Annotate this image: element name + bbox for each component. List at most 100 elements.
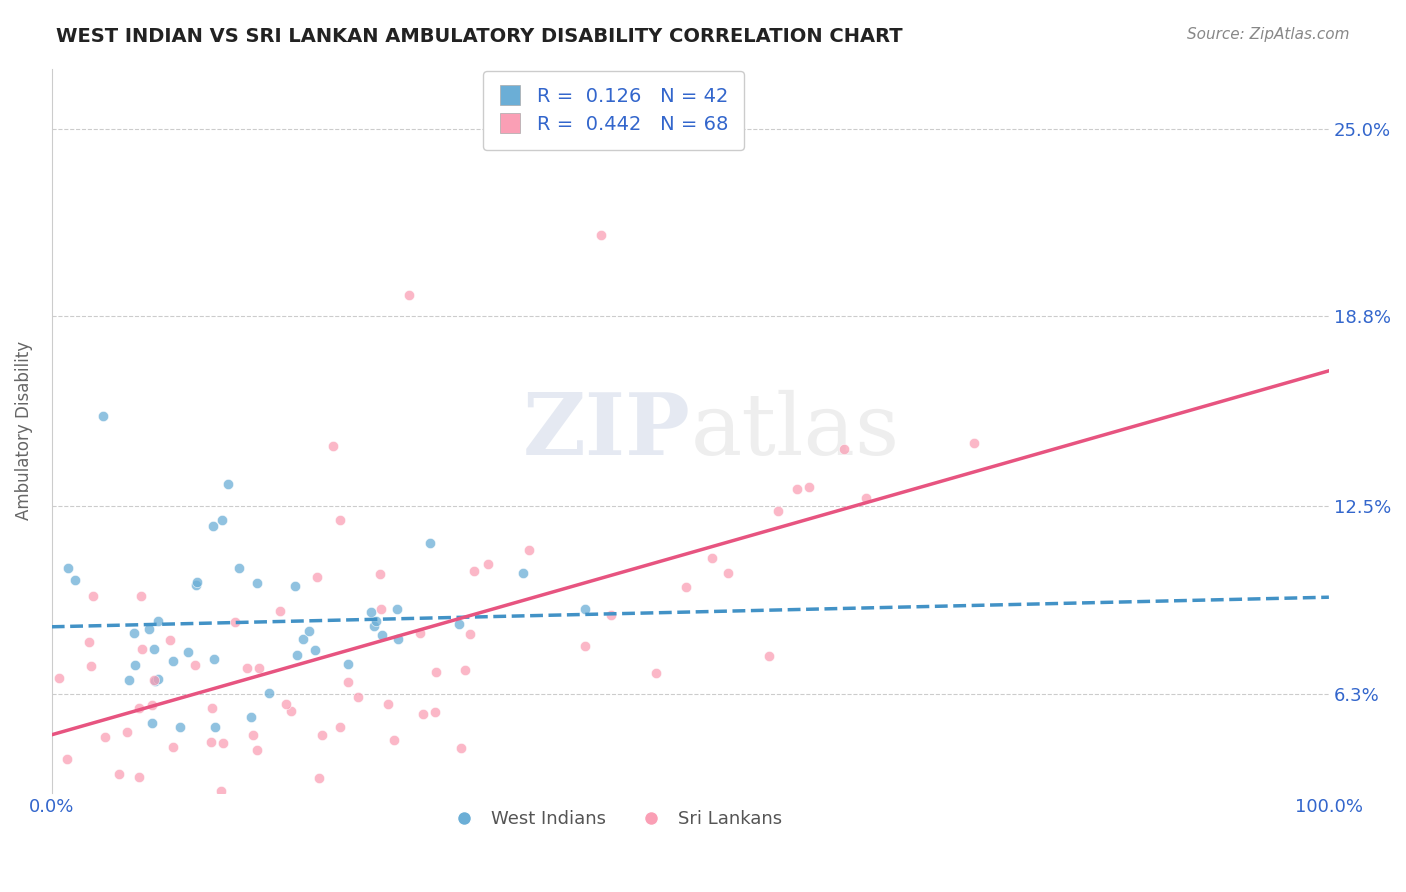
Point: [368, 566, 391, 581]
Point: [209, 784, 232, 798]
Point: [370, 628, 392, 642]
Point: [799, 480, 821, 494]
Point: [460, 627, 482, 641]
Point: [463, 564, 485, 578]
Point: [284, 579, 307, 593]
Point: [91, 409, 114, 423]
Point: [159, 633, 181, 648]
Point: [425, 705, 447, 719]
Point: [269, 604, 291, 618]
Point: [146, 672, 169, 686]
Text: ZIP: ZIP: [523, 389, 690, 473]
Point: [337, 657, 360, 672]
Point: [212, 735, 235, 749]
Legend: West Indians, Sri Lankans: West Indians, Sri Lankans: [439, 803, 789, 835]
Point: [128, 701, 150, 715]
Point: [79, 803, 101, 817]
Point: [305, 570, 328, 584]
Point: [512, 566, 534, 581]
Point: [717, 566, 740, 580]
Point: [600, 608, 623, 623]
Point: [48, 671, 70, 685]
Point: [201, 519, 224, 533]
Point: [329, 720, 352, 734]
Point: [77, 635, 100, 649]
Point: [304, 643, 326, 657]
Point: [141, 698, 163, 713]
Point: [131, 641, 153, 656]
Point: [217, 477, 239, 491]
Point: [108, 766, 131, 780]
Point: [786, 483, 808, 497]
Point: [574, 640, 596, 654]
Point: [385, 602, 408, 616]
Point: [370, 601, 392, 615]
Text: WEST INDIAN VS SRI LANKAN AMBULATORY DISABILITY CORRELATION CHART: WEST INDIAN VS SRI LANKAN AMBULATORY DIS…: [56, 27, 903, 45]
Point: [186, 574, 208, 589]
Point: [276, 697, 298, 711]
Point: [186, 578, 208, 592]
Point: [183, 658, 205, 673]
Point: [589, 227, 612, 242]
Point: [398, 288, 420, 302]
Point: [322, 439, 344, 453]
Point: [200, 735, 222, 749]
Point: [55, 752, 77, 766]
Point: [128, 770, 150, 784]
Point: [177, 645, 200, 659]
Point: [224, 615, 246, 629]
Point: [138, 622, 160, 636]
Point: [65, 573, 87, 587]
Point: [305, 797, 328, 812]
Point: [419, 535, 441, 549]
Point: [832, 442, 855, 456]
Point: [450, 741, 472, 756]
Point: [247, 661, 270, 675]
Point: [211, 513, 233, 527]
Point: [115, 725, 138, 739]
Point: [142, 641, 165, 656]
Point: [412, 707, 434, 722]
Point: [80, 658, 103, 673]
Point: [574, 602, 596, 616]
Point: [162, 654, 184, 668]
Point: [766, 504, 789, 518]
Text: Source: ZipAtlas.com: Source: ZipAtlas.com: [1187, 27, 1350, 42]
Point: [141, 716, 163, 731]
Point: [146, 614, 169, 628]
Point: [387, 632, 409, 647]
Point: [329, 513, 352, 527]
Point: [169, 720, 191, 734]
Point: [228, 561, 250, 575]
Point: [257, 686, 280, 700]
Point: [129, 590, 152, 604]
Point: [700, 551, 723, 566]
Point: [240, 710, 263, 724]
Point: [201, 700, 224, 714]
Point: [56, 560, 79, 574]
Point: [963, 435, 986, 450]
Point: [425, 665, 447, 679]
Point: [145, 673, 167, 688]
Point: [93, 730, 115, 744]
Point: [449, 616, 471, 631]
Point: [204, 720, 226, 734]
Point: [245, 743, 267, 757]
Point: [346, 690, 368, 704]
Point: [337, 675, 360, 690]
Point: [758, 649, 780, 664]
Point: [855, 491, 877, 505]
Point: [409, 626, 432, 640]
Point: [645, 665, 668, 680]
Point: [82, 589, 104, 603]
Point: [308, 771, 330, 785]
Point: [363, 619, 385, 633]
Point: [162, 739, 184, 754]
Point: [454, 663, 477, 677]
Point: [298, 624, 321, 638]
Point: [235, 661, 257, 675]
Point: [246, 575, 269, 590]
Point: [280, 704, 302, 718]
Point: [287, 648, 309, 662]
Text: atlas: atlas: [690, 389, 900, 473]
